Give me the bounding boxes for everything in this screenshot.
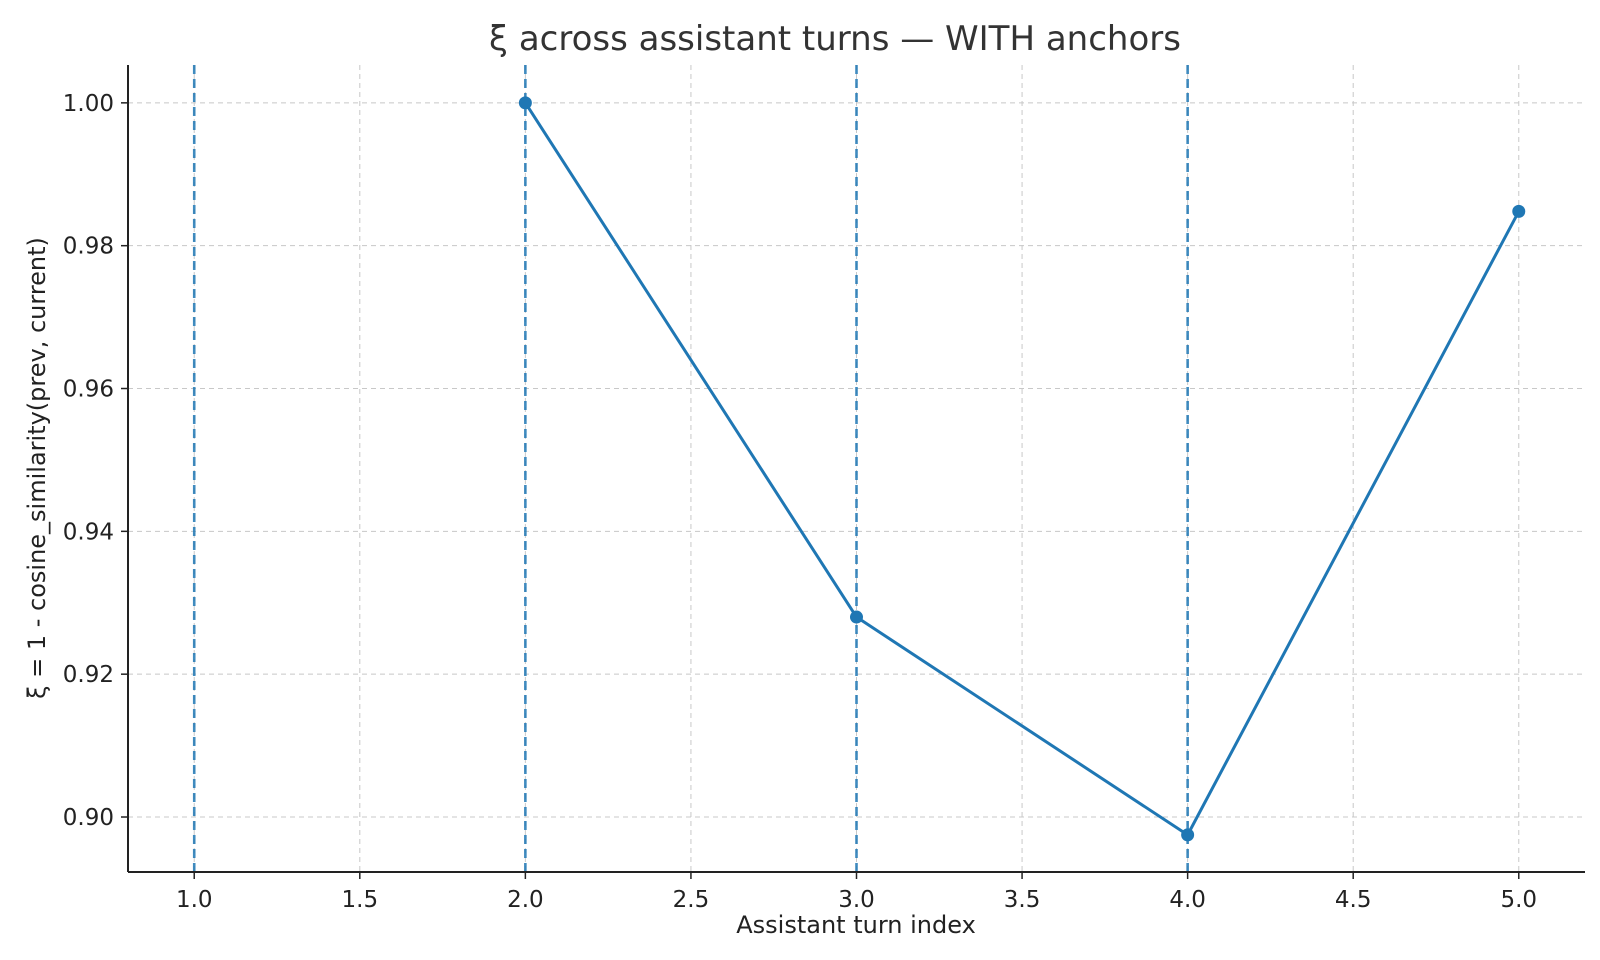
grid-lines bbox=[128, 65, 1585, 872]
chart-title: ξ across assistant turns — WITH anchors bbox=[489, 19, 1181, 59]
data-point bbox=[850, 610, 863, 624]
x-tick-label: 2.0 bbox=[507, 887, 544, 913]
data-point bbox=[518, 96, 532, 110]
x-tick-label: 2.5 bbox=[673, 887, 710, 913]
anchor-lines bbox=[192, 65, 1189, 872]
series-line bbox=[524, 102, 1521, 837]
data-series bbox=[518, 96, 1526, 842]
y-tick-label: 0.96 bbox=[63, 377, 114, 403]
data-point bbox=[1181, 828, 1195, 842]
y-tick-label: 0.90 bbox=[63, 805, 114, 831]
y-tick-label: 0.94 bbox=[63, 519, 114, 545]
y-tick-labels: 0.90 0.92 0.94 0.96 0.98 1.00 bbox=[63, 91, 128, 831]
x-tick-label: 3.5 bbox=[1004, 887, 1041, 913]
x-tick-label: 5.0 bbox=[1500, 887, 1537, 913]
data-point bbox=[1512, 204, 1526, 218]
y-tick-label: 0.98 bbox=[63, 234, 114, 260]
x-tick-label: 4.0 bbox=[1169, 887, 1206, 913]
y-axis-label: ξ = 1 - cosine_similarity(prev, current) bbox=[23, 237, 51, 699]
y-tick-label: 0.92 bbox=[63, 662, 114, 688]
x-tick-labels: 1.0 1.5 2.0 2.5 3.0 3.5 4.0 4.5 5.0 bbox=[176, 872, 1537, 913]
x-tick-label: 4.5 bbox=[1335, 887, 1372, 913]
x-tick-label: 1.0 bbox=[176, 887, 213, 913]
x-axis-label: Assistant turn index bbox=[736, 911, 976, 939]
x-tick-label: 1.5 bbox=[342, 887, 379, 913]
y-tick-label: 1.00 bbox=[63, 91, 114, 117]
x-tick-label: 3.0 bbox=[838, 887, 875, 913]
